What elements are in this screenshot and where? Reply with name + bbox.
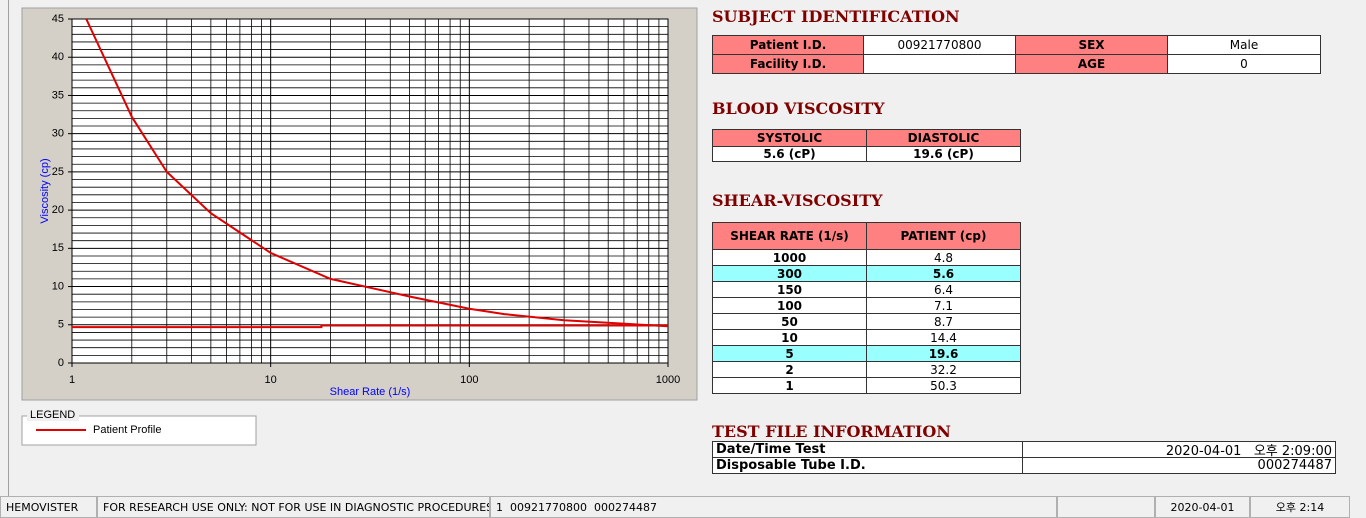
column-header: SHEAR RATE (1/s): [712, 222, 867, 250]
section-title: TEST FILE INFORMATION: [712, 422, 951, 441]
x-axis-label: Shear Rate (1/s): [330, 386, 411, 398]
window-border: [8, 0, 9, 496]
chart: 0 5 10 15 20 25 30 35 40 45 1 10 100 1000 Shear Rate (…: [21, 7, 698, 446]
status-cell: HEMOVISTER: [0, 496, 97, 518]
field-value: 2020-04-01 오후 2:09:00: [1022, 441, 1336, 458]
viscosity-value: 5.6: [866, 265, 1021, 282]
legend-title-bg: [27, 409, 79, 421]
legend-title: LEGEND: [30, 409, 75, 421]
plot-area: [72, 19, 668, 363]
status-cell: 오후 2:14: [1250, 496, 1350, 518]
status-cell: 2020-04-01: [1155, 496, 1250, 518]
field-label: Date/Time Test: [712, 441, 1023, 458]
status-cell: [1057, 496, 1155, 518]
viscosity-value: 19.6: [866, 345, 1021, 362]
field-label: Patient I.D.: [712, 35, 864, 55]
y-tick-label: 20: [52, 204, 64, 216]
y-tick-label: 40: [52, 51, 64, 63]
viscosity-value: 7.1: [866, 297, 1021, 314]
field-value: [863, 54, 1016, 74]
section-title: SUBJECT IDENTIFICATION: [712, 7, 960, 26]
shear-rate: 300: [712, 265, 867, 282]
shear-rate: 10: [712, 329, 867, 346]
column-header: DIASTOLIC: [866, 129, 1021, 147]
shear-rate: 5: [712, 345, 867, 362]
shear-rate: 1: [712, 377, 867, 394]
viscosity-value: 19.6 (cP): [866, 146, 1021, 162]
viscosity-value: 5.6 (cP): [712, 146, 867, 162]
viscosity-value: 4.8: [866, 249, 1021, 266]
plot-frame: [71, 18, 669, 364]
y-tick-label: 5: [58, 319, 64, 331]
x-tick-label: 1000: [656, 374, 680, 386]
y-tick-label: 25: [52, 166, 64, 178]
field-value: 000274487: [1022, 457, 1336, 474]
viscosity-value: 8.7: [866, 313, 1021, 330]
x-tick-label: 10: [265, 374, 277, 386]
shear-rate: 150: [712, 281, 867, 298]
field-label: Disposable Tube I.D.: [712, 457, 1023, 474]
shear-rate: 50: [712, 313, 867, 330]
section-title: SHEAR-VISCOSITY: [712, 191, 883, 210]
y-tick-label: 45: [52, 13, 64, 25]
shear-rate: 1000: [712, 249, 867, 266]
y-tick-label: 30: [52, 128, 64, 140]
viscosity-value: 6.4: [866, 281, 1021, 298]
y-tick-label: 10: [52, 280, 64, 292]
legend-label: Patient Profile: [93, 424, 161, 436]
column-header: PATIENT (cp): [866, 222, 1021, 250]
field-label: SEX: [1015, 35, 1168, 55]
viscosity-value: 14.4: [866, 329, 1021, 346]
section-title: BLOOD VISCOSITY: [712, 99, 885, 118]
field-label: AGE: [1015, 54, 1168, 74]
data-line: [72, 324, 668, 329]
status-cell: FOR RESEARCH USE ONLY: NOT FOR USE IN DI…: [97, 496, 490, 518]
shear-rate: 100: [712, 297, 867, 314]
y-axis-label: Viscosity (cp): [39, 158, 51, 223]
y-tick-label: 0: [58, 357, 64, 369]
viscosity-value: 32.2: [866, 361, 1021, 378]
shear-rate: 2: [712, 361, 867, 378]
field-label: Facility I.D.: [712, 54, 864, 74]
status-cell: 1 00921770800 000274487: [490, 496, 1057, 518]
y-tick-label: 35: [52, 89, 64, 101]
field-value: 0: [1167, 54, 1321, 74]
y-tick-label: 15: [52, 242, 64, 254]
x-tick-label: 100: [460, 374, 478, 386]
viscosity-value: 50.3: [866, 377, 1021, 394]
x-tick-label: 1: [69, 374, 75, 386]
column-header: SYSTOLIC: [712, 129, 867, 147]
field-value: 00921770800: [863, 35, 1016, 55]
field-value: Male: [1167, 35, 1321, 55]
data-line: [85, 19, 668, 328]
